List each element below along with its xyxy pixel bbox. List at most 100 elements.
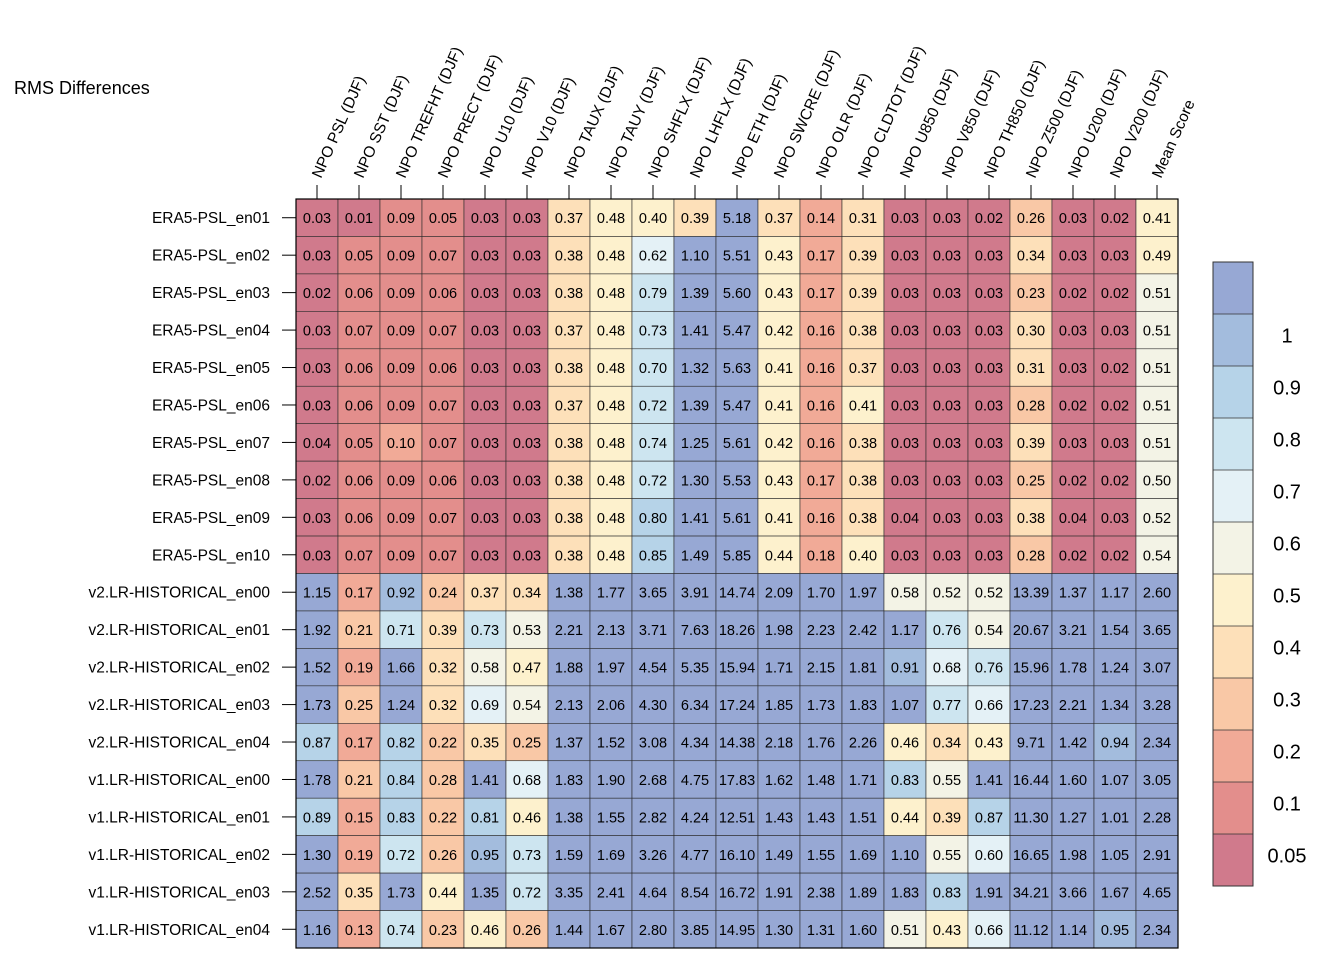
heatmap-cell [589, 835, 633, 874]
heatmap-cell [757, 348, 801, 387]
heatmap-cell [757, 423, 801, 462]
heatmap-cell [799, 498, 843, 537]
heatmap-cell [841, 385, 885, 425]
cell-value-label: 0.09 [387, 286, 415, 302]
heatmap-cell [757, 760, 801, 799]
row-label: ERA5-PSL_en02 [152, 248, 270, 265]
cell-value-label: 0.03 [1059, 249, 1087, 265]
heatmap-cell [589, 423, 633, 462]
cell-value-label: 7.63 [681, 623, 709, 639]
cell-value-label: 0.03 [975, 286, 1003, 302]
cell-value-label: 0.66 [975, 923, 1003, 939]
heatmap-cell [505, 648, 549, 687]
cell-value-label: 0.07 [429, 398, 457, 414]
cell-value-label: 0.38 [849, 436, 877, 452]
heatmap-cell [505, 311, 549, 350]
cell-value-label: 3.08 [639, 736, 667, 752]
cell-value-label: 0.69 [471, 698, 499, 714]
cell-value-label: 0.70 [639, 361, 667, 377]
heatmap-cell [421, 498, 465, 537]
cell-value-label: 0.03 [303, 211, 331, 227]
heatmap-cell [379, 423, 423, 462]
cell-value-label: 0.02 [1101, 473, 1129, 489]
cell-value-label: 1.42 [1059, 736, 1087, 752]
cell-value-label: 0.09 [387, 548, 415, 564]
cell-value-label: 0.23 [429, 923, 457, 939]
cell-value-label: 0.48 [597, 473, 625, 489]
cell-value-label: 1.05 [1101, 848, 1129, 864]
cell-value-label: 0.26 [429, 848, 457, 864]
cell-value-label: 0.39 [681, 211, 709, 227]
heatmap-cell [589, 648, 633, 687]
heatmap-cell [673, 535, 717, 574]
heatmap-cell [463, 498, 507, 537]
row-label: ERA5-PSL_en04 [152, 323, 270, 340]
cell-value-label: 1.83 [555, 773, 583, 789]
heatmap-cell [715, 311, 759, 350]
colorbar-segment [1213, 470, 1253, 522]
cell-value-label: 2.80 [639, 923, 667, 939]
heatmap-cell [925, 385, 969, 425]
cell-value-label: 0.10 [387, 436, 415, 452]
cell-value-label: 3.05 [1143, 773, 1171, 789]
cell-value-label: 0.91 [891, 661, 919, 677]
row-label: v2.LR-HISTORICAL_en03 [89, 697, 271, 714]
cell-value-label: 2.21 [555, 623, 583, 639]
cell-value-label: 0.03 [513, 511, 541, 527]
cell-value-label: 0.58 [471, 661, 499, 677]
cell-value-label: 3.26 [639, 848, 667, 864]
heatmap-cell [1009, 835, 1053, 874]
heatmap-cell [379, 311, 423, 350]
heatmap-cell [841, 273, 885, 312]
heatmap-cell [421, 535, 465, 574]
heatmap-cell [883, 460, 927, 499]
cell-value-label: 3.66 [1059, 885, 1087, 901]
cell-value-label: 1.52 [303, 661, 331, 677]
cell-value-label: 0.03 [975, 511, 1003, 527]
heatmap-cell [1009, 311, 1053, 350]
heatmap-cell [757, 573, 801, 612]
cell-value-label: 1.43 [807, 810, 835, 826]
row-label: v1.LR-HISTORICAL_en01 [89, 809, 271, 826]
heatmap-cell [925, 460, 969, 499]
heatmap-cell [547, 498, 591, 537]
column-label: Mean Score [1149, 97, 1199, 180]
cell-value-label: 0.03 [513, 436, 541, 452]
cell-value-label: 0.02 [1101, 398, 1129, 414]
cell-value-label: 0.19 [345, 661, 373, 677]
row-label: ERA5-PSL_en01 [152, 210, 270, 227]
cell-value-label: 1.67 [597, 923, 625, 939]
row-label: ERA5-PSL_en07 [152, 435, 270, 452]
cell-value-label: 0.21 [345, 623, 373, 639]
cell-value-label: 0.03 [891, 548, 919, 564]
cell-value-label: 0.06 [345, 511, 373, 527]
cell-value-label: 0.03 [891, 473, 919, 489]
cell-value-label: 0.06 [345, 361, 373, 377]
heatmap-cell [1135, 385, 1179, 425]
heatmap-cell [379, 610, 423, 649]
heatmap-cell [463, 835, 507, 874]
cell-value-label: 0.03 [1101, 249, 1129, 265]
cell-value-label: 0.06 [345, 398, 373, 414]
heatmap-cell [925, 236, 969, 275]
cell-value-label: 17.23 [1013, 698, 1049, 714]
heatmap-cell [757, 648, 801, 687]
cell-value-label: 0.31 [1017, 361, 1045, 377]
cell-value-label: 0.03 [933, 548, 961, 564]
cell-value-label: 0.28 [429, 773, 457, 789]
heatmap-cell [589, 498, 633, 537]
cell-value-label: 0.03 [513, 249, 541, 265]
colorbar-tick-label: 0.3 [1273, 690, 1301, 712]
cell-value-label: 0.03 [471, 286, 499, 302]
cell-value-label: 1.83 [849, 698, 877, 714]
cell-value-label: 0.71 [387, 623, 415, 639]
heatmap-cell [463, 685, 507, 724]
heatmap-cell [547, 872, 591, 911]
cell-value-label: 1.59 [555, 848, 583, 864]
heatmap-cell [673, 910, 717, 949]
heatmap-cell [1135, 535, 1179, 574]
cell-value-label: 0.48 [597, 324, 625, 340]
cell-value-label: 0.52 [1143, 511, 1171, 527]
chart-title: RMS Differences [14, 78, 150, 98]
heatmap-cell [841, 760, 885, 799]
